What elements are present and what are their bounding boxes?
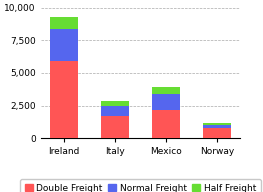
Bar bbox=[101, 106, 129, 116]
Bar bbox=[50, 61, 78, 138]
Bar bbox=[152, 94, 180, 109]
Bar bbox=[50, 29, 78, 61]
Bar bbox=[203, 128, 231, 138]
Bar bbox=[50, 17, 78, 29]
Bar bbox=[203, 123, 231, 125]
Bar bbox=[203, 125, 231, 128]
Bar bbox=[152, 87, 180, 94]
Legend: Double Freight, Normal Freight, Half Freight: Double Freight, Normal Freight, Half Fre… bbox=[20, 179, 261, 192]
Bar bbox=[101, 101, 129, 106]
Bar bbox=[152, 109, 180, 138]
Bar bbox=[101, 116, 129, 138]
